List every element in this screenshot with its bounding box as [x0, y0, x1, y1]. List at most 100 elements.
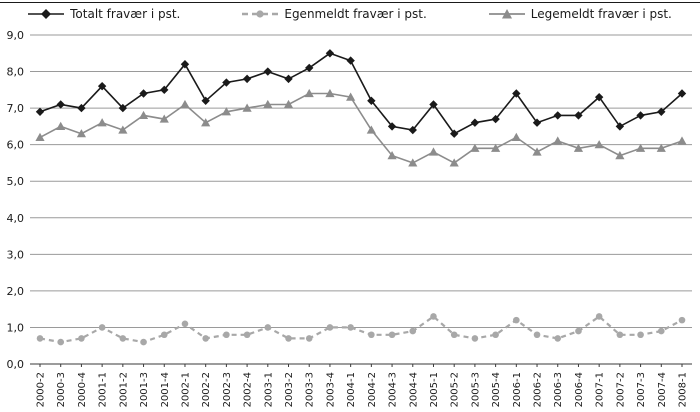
triangle-marker-icon [488, 9, 525, 19]
x-tick-label: 2002-4 [243, 372, 254, 407]
data-point-triangle [221, 107, 231, 116]
data-point-diamond [35, 107, 45, 116]
x-tick-label: 2006-2 [533, 372, 544, 407]
data-point-diamond [387, 122, 397, 131]
data-point-diamond [491, 114, 500, 124]
data-point-diamond [553, 111, 562, 120]
data-point-diamond [470, 118, 480, 127]
data-point-triangle [594, 140, 604, 149]
data-point-triangle [532, 147, 542, 156]
data-point-triangle [118, 125, 128, 134]
data-point-diamond [305, 63, 314, 73]
data-point-circle [326, 324, 334, 331]
data-point-triangle [511, 132, 521, 141]
x-tick-label: 2001-3 [139, 372, 150, 407]
data-point-triangle [263, 99, 273, 109]
legend-label-totalt: Totalt fravær i pst. [70, 7, 181, 21]
data-point-circle [57, 338, 65, 346]
data-point-diamond [449, 129, 459, 138]
data-point-triangle [346, 92, 356, 101]
data-point-diamond [118, 103, 128, 113]
x-tick-label: 2003-3 [305, 372, 316, 407]
x-axis-labels: 2000-2 2000-3 2000-4 2001-1 2001-2 2001-3 2001… [36, 364, 689, 407]
x-tick-label: 2003-4 [325, 372, 336, 407]
data-point-diamond [201, 96, 210, 105]
data-point-circle [678, 316, 686, 324]
x-tick-label: 2005-3 [470, 372, 481, 407]
data-point-circle [243, 331, 251, 339]
data-point-triangle [283, 99, 294, 109]
x-tick-label: 2000-2 [36, 372, 47, 407]
data-point-diamond [325, 49, 335, 58]
data-point-circle [181, 320, 189, 328]
data-point-triangle [242, 103, 252, 112]
x-tick-label: 2005-1 [429, 372, 440, 407]
legend: Totalt fravær i pst. Egenmeldt fravær i … [0, 4, 700, 24]
series-triangle [35, 88, 687, 167]
x-tick-label: 2004-3 [388, 372, 399, 407]
x-tick-label: 2002-3 [222, 372, 233, 407]
x-tick-label: 2007-2 [615, 372, 626, 407]
data-point-circle [368, 331, 375, 339]
data-point-triangle [138, 110, 149, 120]
data-point-circle [347, 324, 354, 331]
data-point-circle [119, 335, 127, 342]
data-point-triangle [553, 136, 563, 145]
x-tick-label: 2004-4 [408, 372, 419, 407]
y-tick-label: 9,0 [7, 29, 25, 42]
data-point-diamond [242, 74, 252, 84]
data-point-diamond [284, 74, 293, 84]
data-point-diamond [160, 85, 169, 95]
data-point-triangle [325, 88, 335, 98]
legend-label-legemeldt: Legemeldt fravær i pst. [530, 7, 672, 21]
data-point-circle [471, 335, 479, 342]
data-point-circle [637, 331, 644, 339]
data-point-circle [554, 335, 562, 342]
x-tick-label: 2005-4 [491, 372, 502, 407]
data-point-triangle [76, 129, 87, 138]
data-point-diamond [594, 92, 604, 102]
data-point-diamond [512, 89, 521, 98]
data-point-circle [264, 324, 272, 331]
top-rule [0, 2, 700, 3]
data-point-diamond [346, 56, 355, 65]
data-point-diamond [56, 100, 65, 109]
x-tick-label: 2000-3 [56, 372, 67, 407]
data-point-circle [140, 338, 147, 346]
data-point-circle [36, 335, 44, 342]
data-point-diamond [615, 122, 625, 131]
x-tick-label: 2004-1 [346, 372, 357, 407]
data-point-circle [595, 313, 603, 320]
x-tick-label: 2000-4 [77, 372, 88, 407]
series-circle [36, 313, 686, 346]
data-point-diamond [677, 89, 687, 98]
data-point-triangle [449, 158, 459, 167]
data-point-circle [98, 324, 106, 331]
x-tick-label: 2004-2 [367, 372, 378, 407]
legend-item-egenmeldt: Egenmeldt fravær i pst. [242, 7, 427, 21]
data-point-diamond [657, 107, 666, 116]
data-point-triangle [428, 147, 439, 156]
data-point-triangle [615, 151, 625, 160]
x-tick-label: 2003-2 [284, 372, 295, 407]
data-point-diamond [367, 96, 376, 105]
x-tick-label: 2007-4 [657, 372, 668, 407]
data-point-circle [616, 331, 624, 339]
y-tick-label: 1,0 [7, 321, 25, 334]
data-point-circle [388, 331, 396, 339]
data-point-diamond [532, 118, 542, 127]
data-point-triangle [159, 114, 169, 123]
data-point-diamond [574, 111, 583, 120]
y-tick-label: 5,0 [7, 175, 25, 188]
data-point-circle [575, 327, 582, 335]
data-point-circle [202, 335, 209, 342]
data-point-triangle [201, 118, 211, 127]
data-point-triangle [387, 151, 397, 160]
data-point-circle [285, 335, 292, 342]
y-tick-label: 0,0 [7, 358, 25, 371]
data-point-triangle [180, 99, 190, 109]
y-tick-label: 4,0 [7, 212, 25, 225]
y-tick-label: 6,0 [7, 139, 25, 152]
